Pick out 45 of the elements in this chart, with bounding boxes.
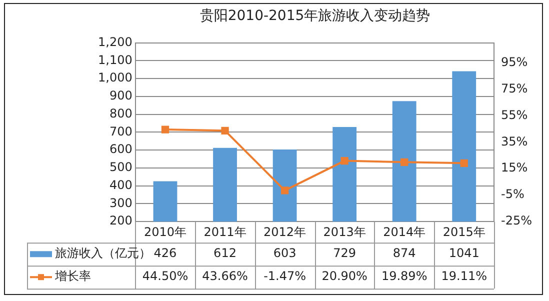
- chart-title: 贵阳2010-2015年旅游收入变动趋势: [200, 8, 430, 24]
- y2-tick-label: 55%: [501, 108, 528, 122]
- y2-tick-label: -5%: [501, 187, 524, 202]
- x-tick-label: 2014年: [383, 224, 426, 239]
- data-label: 426: [154, 246, 177, 260]
- point: [280, 186, 289, 194]
- point: [161, 126, 170, 134]
- data-label: 612: [214, 246, 236, 260]
- point: [400, 158, 408, 166]
- legend-label: 增长率: [54, 269, 91, 284]
- x-tick-label: 2011年: [204, 224, 246, 239]
- data-label: 19.11%: [441, 269, 487, 284]
- data-label: 729: [333, 246, 356, 260]
- y-tick-label: 1,200: [98, 34, 132, 49]
- data-label: 1041: [448, 246, 480, 260]
- data-label: 19.89%: [381, 269, 428, 284]
- y-tick-label: 1,000: [98, 70, 132, 85]
- y2-tick-label: 75%: [501, 81, 528, 96]
- y2-tick-label: 15%: [501, 160, 528, 175]
- data-label: 874: [392, 246, 416, 260]
- y-tick-label: 500: [109, 160, 132, 174]
- data-label: 20.90%: [322, 269, 368, 284]
- y-tick-label: 900: [109, 88, 132, 103]
- y2-tick-label: 95%: [501, 54, 528, 69]
- x-tick-label: 2013年: [323, 224, 366, 239]
- y-tick-label: 300: [109, 196, 132, 210]
- data-label: 603: [273, 246, 296, 260]
- data-label: 44.50%: [142, 269, 188, 284]
- point: [221, 126, 229, 134]
- y-tick-label: 700: [109, 124, 132, 138]
- x-tick-label: 2012年: [264, 224, 306, 239]
- y-tick-label: 1,100: [98, 52, 132, 67]
- point: [460, 159, 468, 168]
- data-label: 43.66%: [202, 269, 248, 284]
- y2-tick-label: -25%: [501, 214, 532, 228]
- y2-tick-label: 35%: [501, 134, 528, 148]
- y-tick-label: 600: [109, 142, 132, 156]
- y-tick-label: 200: [109, 214, 132, 228]
- legend-label: 旅游收入（亿元）: [55, 246, 151, 260]
- x-tick-label: 2010年: [144, 224, 187, 239]
- data-label: -1.47%: [264, 269, 306, 284]
- y-tick-label: 400: [109, 178, 132, 192]
- y-tick-label: 800: [109, 106, 132, 120]
- point: [340, 156, 348, 165]
- x-tick-label: 2015年: [442, 224, 486, 239]
